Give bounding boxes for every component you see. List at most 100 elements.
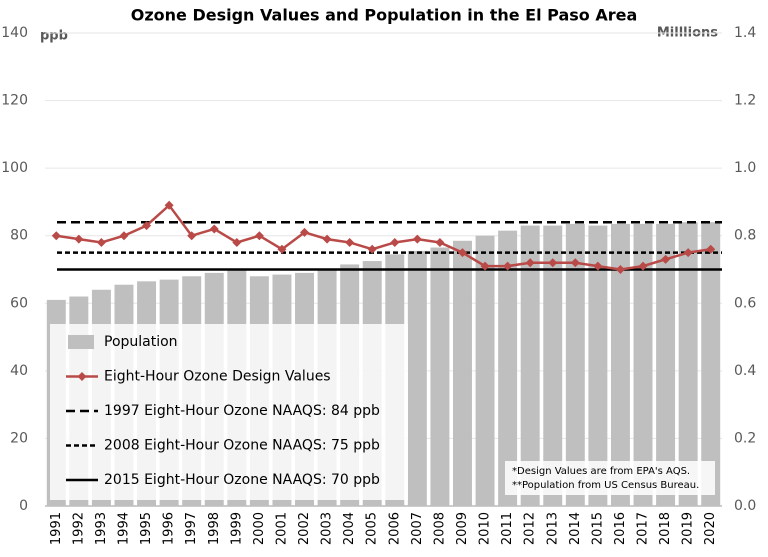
x-tick-label: 1991 [49,512,64,545]
x-tick-label: 1993 [94,512,109,545]
x-tick-label: 2007 [410,512,425,545]
data-point [525,258,535,268]
bar [520,225,540,507]
y2-tick-label: 0.0 [734,498,756,514]
bar [678,222,698,506]
bar [701,222,721,506]
bar [588,225,608,507]
bar [498,230,518,506]
x-tick-label: 1999 [229,512,244,545]
y-tick-label: 40 [10,363,28,379]
y2-tick-label: 1.4 [734,25,756,41]
bar [407,250,427,506]
y2-tick-label: 0.6 [734,295,756,311]
x-tick-label: 2006 [387,512,402,545]
bar [430,247,450,506]
y2-tick-label: 0.4 [734,363,756,379]
x-tick-label: 2015 [590,512,605,545]
x-tick-label: 2005 [365,512,380,545]
bar [475,235,495,506]
x-tick-label: 1995 [139,512,154,545]
legend-marker [77,372,87,381]
y2-tick-label: 0.8 [734,228,756,244]
legend-label: Population [104,334,178,350]
y-tick-label: 20 [10,430,28,446]
data-point [96,237,106,247]
data-point [615,265,625,274]
data-point [119,231,129,241]
legend-label: 1997 Eight-Hour Ozone NAAQS: 84 ppb [104,403,380,419]
data-point [435,237,445,247]
data-point [593,261,603,271]
x-tick-label: 2014 [568,512,583,545]
x-tick-label: 2000 [252,512,267,545]
data-point [570,258,580,268]
data-point [412,234,422,244]
x-tick-label: 1994 [116,512,131,545]
data-point [390,237,400,247]
x-tick-label: 2002 [297,512,312,545]
data-point [638,261,648,271]
data-point [142,221,152,231]
notes-box [505,461,715,495]
data-point [209,224,219,234]
legend-label: Eight-Hour Ozone Design Values [104,369,331,385]
legend-label: 2008 Eight-Hour Ozone NAAQS: 75 ppb [104,438,380,454]
data-point [187,231,197,241]
y-unit: ppb [40,29,68,44]
bar [610,223,630,506]
data-point [503,261,513,271]
y-tick-label: 120 [1,93,28,109]
chart-title: Ozone Design Values and Population in th… [131,6,638,25]
x-tick-label: 2004 [342,512,357,545]
data-point [367,244,377,254]
x-tick-label: 2012 [523,512,538,545]
x-tick-label: 2001 [274,512,289,545]
data-point [277,244,287,254]
x-tick-label: 2008 [432,512,447,545]
data-point [322,234,332,244]
data-point [51,231,61,241]
data-point [480,261,490,271]
x-tick-label: 1996 [162,512,177,545]
x-tick-label: 2016 [613,512,628,545]
x-tick-label: 2003 [320,512,335,545]
data-point [254,231,264,241]
x-tick-label: 2013 [545,512,560,545]
x-tick-label: 2019 [681,512,696,545]
x-tick-label: 2011 [500,512,515,545]
x-tick-label: 1998 [207,512,222,545]
y-tick-label: 100 [1,160,28,176]
x-tick-label: 1997 [184,512,199,545]
data-point [661,254,671,264]
x-tick-label: 2020 [703,512,718,545]
bar [633,223,653,506]
legend-box [50,324,408,500]
x-tick-label: 2009 [455,512,470,545]
data-point [548,258,558,268]
data-point [706,244,716,254]
data-point [74,234,84,244]
data-point [164,200,174,210]
data-point [300,227,310,237]
data-point [457,248,467,258]
bar [565,223,585,506]
y-tick-label: 60 [10,295,28,311]
bar [453,240,472,506]
x-tick-label: 1992 [71,512,86,545]
x-tick-label: 2010 [478,512,493,545]
y2-tick-label: 1.2 [734,93,756,109]
data-point [683,248,693,258]
note: **Population from US Census Bureau. [512,480,699,491]
legend-swatch [68,335,94,349]
x-tick-label: 2018 [658,512,673,545]
note: *Design Values are from EPA's AQS. [512,466,690,477]
bar [543,225,563,507]
data-point [232,237,242,247]
y2-tick-label: 1.0 [734,160,756,176]
y-tick-label: 0 [19,498,28,514]
data-point [345,237,355,247]
y-tick-label: 140 [1,25,28,41]
x-tick-label: 2017 [636,512,651,545]
legend-label: 2015 Eight-Hour Ozone NAAQS: 70 ppb [104,472,380,488]
